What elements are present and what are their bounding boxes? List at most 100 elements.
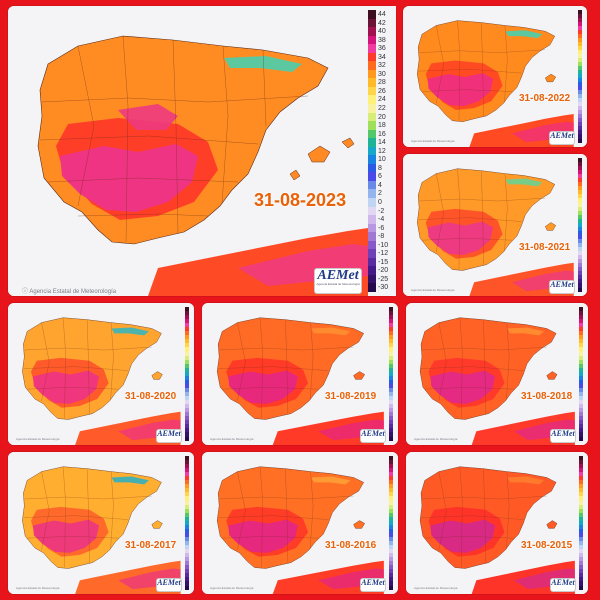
legend-swatch xyxy=(368,232,376,242)
aemet-logo: AEMet xyxy=(549,131,575,145)
logo-brand: AEMet xyxy=(550,131,574,140)
legend-label: 34 xyxy=(378,53,386,61)
legend-label: 38 xyxy=(378,36,386,44)
balearic-islands xyxy=(307,145,331,163)
legend-label: 0 xyxy=(378,199,382,206)
legend-swatch xyxy=(368,189,376,199)
map-panel-2017: 31-08-2017 Agencia Estatal de Meteorologí… xyxy=(8,452,194,594)
cool-zone-north xyxy=(311,327,351,336)
aemet-logo-main: AEMet Agencia Estatal de Meteorología xyxy=(314,268,362,294)
balearic-islands xyxy=(353,371,365,380)
legend-label: 30 xyxy=(378,70,386,78)
legend-swatch xyxy=(368,146,376,156)
legend-swatch xyxy=(368,27,376,37)
balearic-islands xyxy=(546,371,558,380)
legend-label: -12 xyxy=(378,250,389,258)
temperature-map-2016 xyxy=(202,452,398,594)
balearic-islands xyxy=(353,520,365,529)
map-footer: Agencia Estatal de Meteorología xyxy=(210,586,254,590)
legend-swatch xyxy=(368,18,376,28)
aemet-logo: AEMet xyxy=(360,429,386,443)
logo-brand: AEMet xyxy=(157,429,181,438)
legend-swatch xyxy=(368,61,376,71)
map-panel-2022: 31-08-2022 Agencia Estatal de Meteorologí… xyxy=(403,6,587,147)
cool-zone-north xyxy=(224,56,302,72)
legend-label: 24 xyxy=(378,96,386,104)
legend-swatch xyxy=(368,44,376,54)
legend-label: 36 xyxy=(378,45,386,53)
aemet-logo: AEMet xyxy=(156,429,182,443)
legend-swatch xyxy=(368,257,376,267)
mini-temperature-legend xyxy=(185,456,189,590)
legend-swatch xyxy=(368,95,376,105)
legend-label: 28 xyxy=(378,79,386,87)
map-footer: Agencia Estatal de Meteorología xyxy=(16,586,60,590)
legend-swatch xyxy=(368,78,376,88)
map-panel-2020: 31-08-2020 Agencia Estatal de Meteorologí… xyxy=(8,303,194,445)
balearic-islands xyxy=(545,73,556,83)
temperature-legend: 44 42 40 38 36 34 32 30 28 26 24 22 20 18 16 14 12 10 8 6 4 2… xyxy=(368,6,396,296)
aemet-logo: AEMet xyxy=(156,578,182,592)
legend-label: 2 xyxy=(378,190,382,198)
logo-subtitle: Agencia Estatal de Meteorología xyxy=(316,282,360,286)
map-footer: Agencia Estatal de Meteorología xyxy=(414,437,458,441)
map-footer: Agencia Estatal de Meteorología xyxy=(210,437,254,441)
legend-swatch xyxy=(368,35,376,45)
legend-label: 26 xyxy=(378,87,386,95)
hot-zone xyxy=(60,144,198,212)
map-footer: Agencia Estatal de Meteorología xyxy=(411,288,455,292)
map-panel-2019: 31-08-2019 Agencia Estatal de Meteorologí… xyxy=(202,303,398,445)
legend-swatch xyxy=(368,52,376,62)
map-footer: Agencia Estatal de Meteorología xyxy=(414,586,458,590)
map-panel-2018: 31-08-2018 Agencia Estatal de Meteorologí… xyxy=(406,303,588,445)
main-temperature-map xyxy=(8,6,396,296)
legend-swatch xyxy=(368,10,376,20)
main-map-date: 31-08-2023 xyxy=(254,190,347,210)
temperature-map-2018 xyxy=(406,303,588,445)
legend-swatch xyxy=(368,249,376,259)
cool-zone-north xyxy=(111,476,149,485)
legend-swatch xyxy=(368,163,376,173)
legend-label: -2 xyxy=(378,207,385,215)
logo-brand: AEMet xyxy=(157,578,181,587)
map-panel-2021: 31-08-2021 Agencia Estatal de Meteorologí… xyxy=(403,154,587,296)
cool-zone-north xyxy=(507,476,544,485)
map-date: 31-08-2021 xyxy=(519,242,571,253)
map-panel-2015: 31-08-2015 Agencia Estatal de Meteorologí… xyxy=(406,452,588,594)
map-date: 31-08-2017 xyxy=(125,540,177,551)
map-date: 31-08-2022 xyxy=(519,93,571,104)
logo-brand: AEMet xyxy=(551,429,575,438)
temperature-map-2021 xyxy=(403,154,587,296)
map-footer: Agencia Estatal de Meteorología xyxy=(16,437,60,441)
legend-swatch xyxy=(368,112,376,122)
legend-swatch xyxy=(368,138,376,148)
balearic-islands xyxy=(545,222,556,231)
footer-text: Agencia Estatal de Meteorología xyxy=(29,289,117,295)
aemet-logo: AEMet xyxy=(550,429,576,443)
aemet-logo: AEMet xyxy=(549,280,575,294)
legend-swatch xyxy=(368,283,376,293)
map-date: 31-08-2015 xyxy=(521,540,573,551)
legend-label: 40 xyxy=(378,28,386,36)
legend-swatch xyxy=(368,172,376,182)
legend-swatch xyxy=(368,129,376,139)
info-icon: ⓘ xyxy=(22,289,29,295)
cool-zone-north xyxy=(505,178,543,187)
legend-label: 18 xyxy=(378,122,386,130)
mini-temperature-legend xyxy=(185,307,189,441)
legend-label: -4 xyxy=(378,216,385,224)
legend-label: 22 xyxy=(378,105,386,112)
legend-label: 10 xyxy=(378,156,386,164)
legend-swatch xyxy=(368,215,376,225)
legend-label: 12 xyxy=(378,147,386,155)
legend-label: 14 xyxy=(378,139,386,147)
legend-label: 6 xyxy=(378,173,382,181)
mini-temperature-legend xyxy=(578,158,582,292)
legend-label: -15 xyxy=(378,258,389,266)
map-panel-2016: 31-08-2016 Agencia Estatal de Meteorologí… xyxy=(202,452,398,594)
legend-label: 16 xyxy=(378,130,386,138)
main-map-footer: ⓘ Agencia Estatal de Meteorología xyxy=(22,286,116,295)
legend-label: 4 xyxy=(378,181,382,189)
legend-label: -20 xyxy=(378,267,389,275)
cool-zone-north xyxy=(111,327,149,336)
